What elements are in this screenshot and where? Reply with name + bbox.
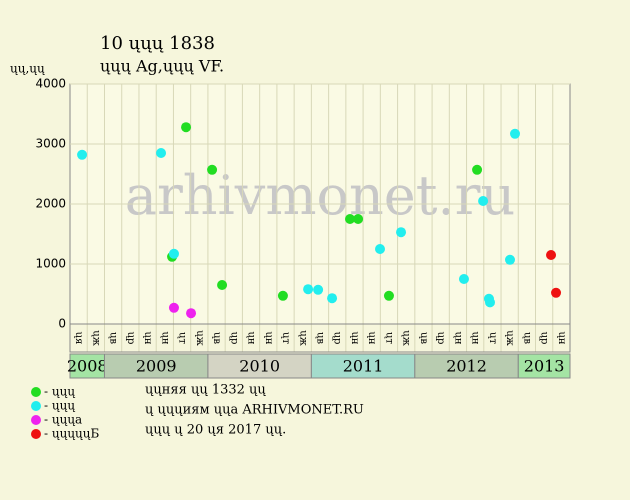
point [478, 196, 489, 206]
x-tick-label: ųн [556, 331, 567, 344]
legend-label: - ųųų [44, 385, 75, 399]
point [353, 214, 364, 224]
x-tick-label: ųр [332, 332, 343, 345]
x-tick-label: ųя [73, 332, 84, 345]
x-tick-label: ųт [177, 332, 188, 344]
x-tick-label: ųв [315, 332, 326, 344]
year-label: 2011 [343, 357, 384, 376]
x-tick-label: ųр [435, 332, 446, 345]
legend-marker [31, 401, 41, 411]
watermark: arhivmonet.ru [125, 164, 515, 227]
x-tick-label: ųв [108, 332, 119, 344]
y-tick-label: 2000 [35, 197, 66, 211]
point [156, 148, 167, 158]
legend-label: - ųųų [44, 399, 75, 413]
point [396, 227, 407, 238]
month-row [69, 323, 571, 353]
x-tick-label: ųж [90, 330, 101, 346]
point [458, 274, 469, 284]
x-tick-label: ųн [349, 331, 360, 344]
point [181, 122, 192, 133]
legend-label: - ųųųųųБ [44, 427, 100, 441]
point [217, 280, 228, 290]
note: ųųняя ųų 1332 ųų [145, 383, 266, 398]
point [186, 308, 197, 319]
year-label: 2009 [136, 357, 177, 376]
x-tick-label: ųт [280, 332, 291, 344]
legend-marker [31, 429, 41, 439]
legend-label: - ųųųа [44, 413, 82, 427]
x-tick-label: ųн [452, 331, 463, 344]
point [77, 149, 88, 160]
x-tick-label: ųв [418, 332, 429, 344]
x-tick-label: ųв [211, 332, 222, 344]
y-tick-label: 1000 [35, 257, 66, 271]
x-tick-label: ųн [263, 331, 274, 344]
x-tick-label: ųн [366, 331, 377, 344]
point [345, 214, 355, 224]
x-tick-label: ųн [159, 331, 170, 344]
point [168, 248, 179, 259]
point [383, 290, 394, 301]
point [168, 302, 179, 313]
x-tick-label: ųж [401, 330, 412, 346]
y-axis-label: ųų,ųų [10, 62, 45, 76]
point [327, 293, 338, 304]
point [472, 164, 483, 175]
year-band [207, 353, 312, 379]
point [313, 284, 324, 295]
point [375, 244, 385, 254]
x-tick-label: ųт [487, 332, 498, 344]
year-label: 2008 [67, 357, 108, 376]
point [546, 250, 557, 260]
year-band [517, 353, 571, 379]
x-tick-label: ųр [125, 332, 136, 345]
year-label: 2013 [524, 357, 565, 376]
x-tick-label: ųн [142, 331, 153, 344]
legend-marker [31, 415, 41, 425]
x-tick-label: ųв [521, 332, 532, 344]
note: ų ųųųиям ųųа ARHIVMONET.RU [145, 403, 364, 418]
y-tick-label: 3000 [35, 137, 66, 151]
chart-title: 10 ųųų 1838 [100, 33, 215, 54]
year-band [414, 353, 519, 379]
x-tick-label: ųж [504, 330, 515, 346]
y-tick-label: 4000 [35, 77, 66, 91]
point [510, 128, 520, 139]
year-band [69, 353, 105, 379]
x-tick-label: ųр [228, 332, 239, 345]
chart-subtitle: ųųų Ag,ųųų VF. [100, 57, 224, 76]
point [551, 287, 562, 298]
x-tick-label: ųт [383, 332, 394, 344]
point [303, 284, 314, 295]
x-tick-label: ųн [246, 331, 257, 344]
x-tick-label: ųж [194, 330, 205, 346]
x-tick-label: ųр [539, 332, 550, 345]
year-label: 2012 [446, 357, 487, 376]
y-tick-label: 0 [58, 317, 66, 331]
legend-marker [31, 387, 41, 397]
point [277, 290, 288, 301]
note: ųųų ų 20 ųя 2017 ųų. [145, 423, 286, 438]
point [207, 164, 218, 175]
year-label: 2010 [239, 357, 280, 376]
x-tick-label: ųж [297, 330, 308, 346]
point [505, 254, 515, 265]
point [485, 297, 495, 308]
x-tick-label: ųн [470, 331, 481, 344]
